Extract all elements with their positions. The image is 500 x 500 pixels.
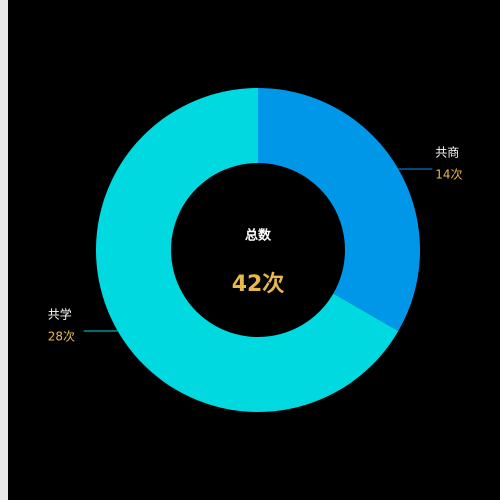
background	[8, 0, 500, 500]
donut-segment	[95, 88, 399, 412]
segment-value-label: 28次	[48, 330, 75, 344]
donut-segment	[258, 88, 420, 331]
segment-value-label: 14次	[435, 168, 462, 182]
center-value: 42次	[232, 271, 285, 297]
segment-label: 共学	[48, 307, 72, 322]
center-title: 总数	[245, 228, 272, 244]
segment-label: 共商	[435, 145, 459, 160]
